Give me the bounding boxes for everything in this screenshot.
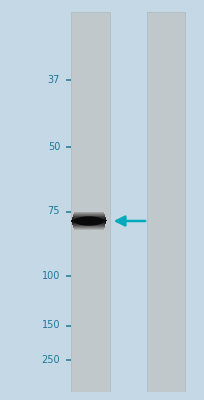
Bar [72,224,105,225]
Bar [72,218,105,219]
Text: 150: 150 [41,320,60,330]
Text: 37: 37 [48,76,60,86]
Bar [73,227,104,228]
Bar [73,228,104,229]
Bar [146,12,184,392]
Bar [72,216,105,217]
Text: 75: 75 [47,206,60,216]
Bar [73,228,104,229]
Bar [72,224,105,225]
Text: 250: 250 [41,355,60,365]
Bar [71,219,106,220]
Bar [73,212,104,213]
Bar [72,225,105,226]
Bar [73,213,104,214]
Bar [73,214,104,215]
Bar [72,223,105,224]
Bar [72,217,105,218]
Bar [73,226,104,227]
Bar [74,229,103,230]
Bar [72,223,105,224]
Bar [71,220,106,221]
Ellipse shape [74,216,103,226]
Text: 50: 50 [48,142,60,152]
Text: 100: 100 [42,271,60,281]
Bar [71,219,106,220]
Bar [72,222,105,223]
Bar [71,221,106,222]
Bar [73,214,104,215]
Bar [71,12,109,392]
Bar [73,215,104,216]
Bar [71,220,106,221]
Bar [72,215,105,216]
